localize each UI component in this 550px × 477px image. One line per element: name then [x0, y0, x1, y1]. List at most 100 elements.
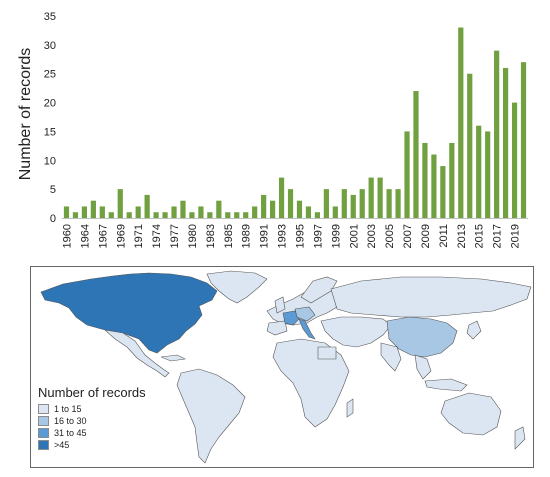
bar [72, 212, 79, 218]
greenland-region [206, 270, 268, 304]
bar [198, 206, 204, 218]
bar-series [63, 27, 527, 219]
bar [261, 194, 267, 218]
legend-swatch [38, 403, 49, 414]
australia-region [440, 392, 502, 436]
north-america-region [40, 272, 218, 354]
scandinavia-region [300, 276, 338, 304]
bar [225, 212, 231, 218]
x-tick-label: 1960 [61, 224, 73, 248]
bar [63, 206, 70, 218]
bar [216, 200, 222, 218]
x-tick-label: 1980 [187, 224, 199, 248]
x-tick-label: 2015 [474, 224, 486, 248]
y-axis-label: Number of records [17, 48, 34, 181]
bar [171, 206, 177, 218]
bar [108, 212, 114, 218]
bar [314, 212, 321, 218]
x-tick-label: 1967 [97, 224, 109, 248]
bar [270, 200, 276, 218]
x-tick-label: 2017 [492, 224, 504, 248]
x-tick-label: 2011 [438, 224, 450, 248]
x-tick-label: 2001 [348, 224, 360, 248]
bar [485, 131, 491, 218]
x-tick-label: 2005 [384, 224, 396, 248]
x-axis: 1960 1964 1967 1969 1971 1974 1977 1980 1983 1985… [61, 218, 528, 248]
bar [431, 154, 437, 218]
legend-item: 31 to 45 [38, 427, 146, 438]
x-tick-label: 1983 [205, 224, 217, 248]
madagascar-region [346, 398, 354, 418]
legend-label: 16 to 30 [54, 415, 87, 426]
y-tick-label: 5 [50, 184, 56, 196]
bar [90, 200, 96, 218]
y-tick-label: 25 [44, 69, 56, 81]
x-tick-label: 1971 [133, 224, 145, 248]
bar [503, 67, 509, 218]
legend-swatch [38, 439, 49, 450]
bar [449, 142, 455, 218]
map-legend: Number of records 1 to 15 16 to 30 31 to… [38, 385, 146, 451]
y-axis: 0 5 10 15 20 25 30 35 [44, 11, 56, 225]
legend-item: 16 to 30 [38, 415, 146, 426]
legend-swatch [38, 427, 49, 438]
x-tick-label: 1985 [223, 224, 235, 248]
x-tick-label: 1964 [79, 224, 91, 248]
bar [207, 212, 213, 218]
y-tick-label: 20 [44, 98, 56, 110]
bar [377, 177, 383, 218]
legend-label: >45 [54, 439, 70, 450]
x-tick-label: 1999 [330, 224, 342, 248]
bar [323, 189, 329, 218]
central-asia-region [320, 316, 392, 348]
bar [305, 206, 312, 218]
x-tick-label: 2013 [456, 224, 468, 248]
bar [162, 212, 168, 218]
y-tick-label: 35 [44, 11, 56, 23]
mexico-region [104, 329, 170, 378]
bar [341, 189, 347, 218]
iberia-region [266, 320, 288, 336]
bar [189, 212, 195, 218]
bar [422, 142, 428, 218]
bar [395, 189, 401, 218]
bar [117, 189, 123, 218]
bar [359, 189, 365, 218]
uk-region [274, 296, 286, 314]
southeast-asia-region [414, 354, 432, 380]
legend-item: >45 [38, 439, 146, 450]
x-tick-label: 2003 [366, 224, 378, 248]
bar [440, 166, 446, 218]
x-tick-label: 1995 [294, 224, 306, 248]
bar [296, 200, 303, 218]
bar [332, 206, 338, 218]
bar [234, 212, 240, 218]
bar [413, 91, 419, 218]
bar [404, 131, 410, 218]
legend-title: Number of records [38, 385, 146, 400]
x-tick-label: 2019 [510, 224, 522, 248]
y-tick-label: 30 [44, 40, 56, 52]
north-africa-region [317, 346, 337, 360]
bar [287, 189, 294, 218]
x-tick-label: 1989 [241, 224, 253, 248]
x-tick-label: 2007 [402, 224, 414, 248]
bar [252, 206, 258, 218]
japan-region [466, 320, 482, 340]
legend-label: 31 to 45 [54, 427, 87, 438]
bar [386, 189, 392, 218]
legend-label: 1 to 15 [54, 403, 82, 414]
x-tick-label: 1969 [115, 224, 127, 248]
bar [243, 212, 249, 218]
legend-swatch [38, 415, 49, 426]
bar [99, 206, 105, 218]
new-zealand-region [514, 426, 526, 450]
bar [180, 200, 186, 218]
legend-item: 1 to 15 [38, 403, 146, 414]
map-canvas [40, 270, 532, 464]
bar [520, 62, 527, 218]
bar [278, 177, 285, 218]
x-tick-label: 2009 [420, 224, 432, 248]
india-region [380, 342, 402, 372]
bar [476, 125, 482, 218]
